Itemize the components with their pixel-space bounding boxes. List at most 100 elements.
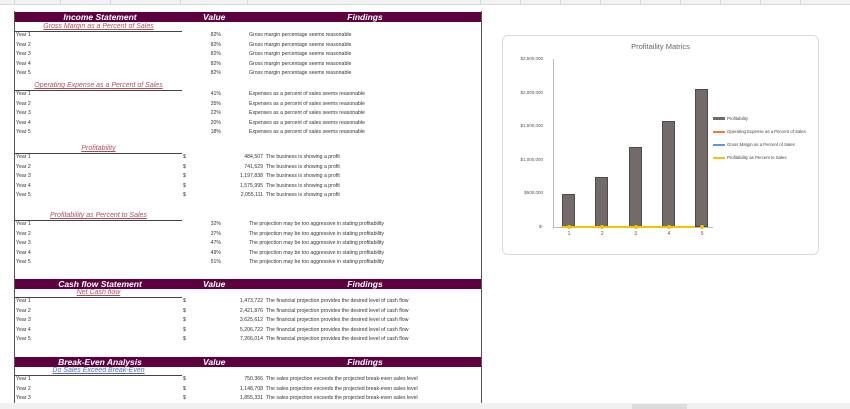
value-cell: 82% <box>210 70 221 77</box>
section-rule <box>15 90 182 91</box>
value-cell: 2,055,111 <box>240 192 263 199</box>
table-row: Year 3 22% Expenses as a percent of sales … <box>15 109 481 118</box>
table-row: Year 1 $484,507 The business is showing a … <box>15 153 481 162</box>
header-c3: Findings <box>347 279 383 289</box>
year-label: Year 5 <box>16 259 31 266</box>
section-title-profit: Profitability <box>81 145 116 152</box>
currency-symbol: $ <box>183 336 186 343</box>
profitability-bar[interactable] <box>695 88 709 227</box>
value-cell: 3,625,612 <box>239 317 263 324</box>
table-row: Year 4 $5,206,722 The financial projection… <box>15 326 481 335</box>
table-row: Year 4 82% Gross margin percentage seems r… <box>15 60 481 69</box>
table-row: Year 2 82% Gross margin percentage seems r… <box>15 41 481 50</box>
finding-cell: The sales projection exceeds the project… <box>266 376 418 382</box>
finding-cell: The projection may be too aggressive in … <box>249 240 384 247</box>
year-label: Year 3 <box>16 395 31 402</box>
x-tick-label: 5 <box>700 231 704 237</box>
finding-cell: Gross margin percentage seems reasonable <box>249 70 352 77</box>
profitability-bar[interactable] <box>628 146 642 227</box>
y-tick-label: $2,500,000 <box>520 56 543 61</box>
value-cell: 1,473,722 <box>239 298 263 304</box>
value-cell: 750,366 <box>244 376 263 382</box>
value-cell: 82% <box>210 60 221 67</box>
section-title-gross: Gross Margin as a Percent of Sales <box>43 23 154 30</box>
year-label: Year 1 <box>16 154 31 160</box>
year-label: Year 4 <box>16 119 31 126</box>
table-row: Year 5 $2,055,111 The business is showing … <box>15 191 481 200</box>
finding-cell: The sales projection exceeds the project… <box>266 385 418 392</box>
header-c2: Value <box>203 12 226 22</box>
chart-title: Profitaility Matrics <box>631 42 690 51</box>
value-cell: 484,507 <box>244 154 263 160</box>
year-label: Year 2 <box>16 41 31 48</box>
data-point-marker <box>600 225 605 229</box>
year-label: Year 3 <box>16 51 31 58</box>
profitability-bar[interactable] <box>661 121 675 227</box>
table-row: Year 5 18% Expenses as a percent of sales … <box>15 128 481 137</box>
profitability-bar[interactable] <box>562 194 575 227</box>
table-row: Year 3 $1,855,331 The sales projection exc… <box>15 394 481 403</box>
finding-cell: The business is showing a profit <box>266 163 340 170</box>
table-row: Year 1 82% Gross margin percentage seems r… <box>15 31 481 40</box>
y-axis <box>553 59 554 227</box>
x-tick-label: 4 <box>667 231 671 237</box>
currency-symbol: $ <box>183 192 186 199</box>
table-row: Year 2 35% Expenses as a percent of sales … <box>15 100 481 109</box>
year-label: Year 5 <box>16 336 31 343</box>
x-tick-label: 1 <box>567 231 571 237</box>
finding-cell: The financial projection provides the de… <box>266 336 409 343</box>
value-cell: 47% <box>210 240 221 247</box>
horizontal-scrollbar[interactable] <box>0 403 850 409</box>
year-label: Year 5 <box>16 129 31 136</box>
finding-cell: The financial projection provides the de… <box>266 298 409 304</box>
header-c1: Income Statement <box>63 12 137 22</box>
finding-cell: Gross margin percentage seems reasonable <box>249 32 352 38</box>
value-cell: 1,855,331 <box>239 395 263 402</box>
year-label: Year 5 <box>16 192 31 199</box>
currency-symbol: $ <box>183 163 186 170</box>
year-label: Year 1 <box>16 91 31 97</box>
table-row: Year 1 $750,366 The sales projection excee… <box>15 375 481 384</box>
finding-cell: Gross margin percentage seems reasonable <box>249 41 352 48</box>
value-cell: 20% <box>210 119 221 126</box>
table-row: Year 5 82% Gross margin percentage seems r… <box>15 69 481 78</box>
table-row: Year 3 $3,625,612 The financial projection… <box>15 316 481 325</box>
legend-item-opex: Operating Expense as a Percent of Sales <box>713 129 818 135</box>
table-row: Year 5 51% The projection may be too aggre… <box>15 258 481 267</box>
table-row: Year 1 32% The projection may be too aggre… <box>15 220 481 229</box>
profitability-chart[interactable]: Profitaility Matrics $2,500,000 $2,000,00… <box>502 35 819 255</box>
finding-cell: Gross margin percentage seems reasonable <box>249 60 352 67</box>
header-c2: Value <box>203 357 226 367</box>
value-cell: 7,266,014 <box>239 336 263 343</box>
year-label: Year 3 <box>16 110 31 117</box>
data-point-marker <box>633 225 638 229</box>
value-cell: 18% <box>210 129 221 136</box>
value-cell: 82% <box>210 32 221 38</box>
finding-cell: Expenses as a percent of sales seems rea… <box>249 110 365 117</box>
value-cell: 51% <box>210 259 221 266</box>
section-rule <box>15 220 182 221</box>
year-label: Year 2 <box>16 163 31 170</box>
value-cell: 35% <box>210 100 221 107</box>
profitability-bar[interactable] <box>595 177 609 227</box>
table-row: Year 2 $741,629 The business is showing a … <box>15 163 481 172</box>
year-label: Year 5 <box>16 70 31 77</box>
value-cell: 37% <box>210 230 221 237</box>
section-title-net: Net Cash flow <box>76 289 121 296</box>
header-c2: Value <box>203 279 226 289</box>
value-cell: 41% <box>210 91 221 97</box>
scrollbar-thumb[interactable] <box>632 404 687 409</box>
value-cell: 49% <box>210 249 221 256</box>
year-label: Year 3 <box>16 317 31 324</box>
value-cell: 82% <box>210 41 221 48</box>
finding-cell: The business is showing a profit <box>266 182 340 189</box>
column-header-strip <box>0 0 850 5</box>
y-tick-label: $1,500,000 <box>520 123 543 129</box>
currency-symbol: $ <box>183 317 186 324</box>
section-title-opex: Operating Expense as a Percent of Sales <box>34 82 163 89</box>
year-label: Year 2 <box>16 385 31 392</box>
y-tick-label: $1,000,000 <box>520 156 543 162</box>
finding-cell: The projection may be too aggressive in … <box>249 230 384 237</box>
table-row: Year 1 $1,473,722 The financial projection… <box>15 297 481 306</box>
year-label: Year 2 <box>16 100 31 107</box>
